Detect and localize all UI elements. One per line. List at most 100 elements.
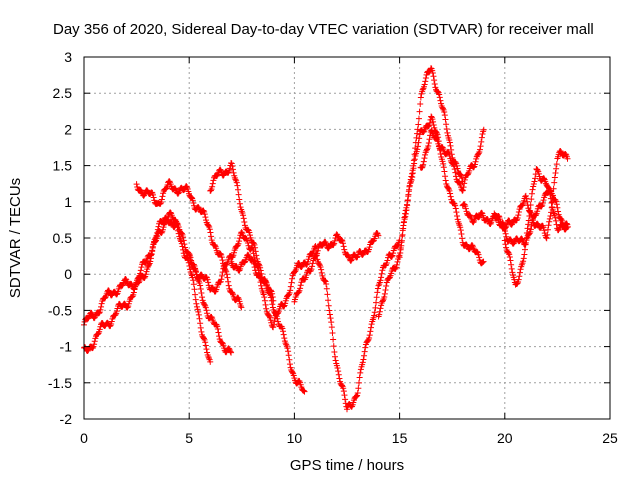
data-point	[203, 307, 210, 314]
data-point	[289, 275, 296, 282]
data-point	[420, 128, 427, 135]
data-point	[263, 305, 270, 312]
data-point	[376, 281, 383, 288]
data-point	[245, 226, 252, 233]
data-point	[286, 356, 293, 363]
data-point	[91, 341, 98, 348]
data-point	[112, 311, 119, 318]
data-point	[534, 167, 541, 174]
data-point	[271, 318, 278, 325]
data-point	[280, 328, 287, 335]
data-point	[415, 115, 422, 122]
data-point	[321, 277, 328, 284]
data-point	[406, 182, 413, 189]
data-point	[416, 131, 423, 138]
data-point	[508, 261, 515, 268]
data-point	[454, 212, 461, 219]
data-point	[374, 229, 381, 236]
data-point	[105, 287, 112, 294]
data-point	[371, 312, 378, 319]
data-point	[205, 282, 212, 289]
data-point	[340, 388, 347, 395]
data-point	[98, 303, 105, 310]
data-point	[163, 185, 170, 192]
data-point	[396, 254, 403, 261]
data-point	[446, 152, 453, 159]
data-point	[322, 239, 329, 246]
data-point	[411, 160, 418, 167]
data-point	[452, 205, 459, 212]
data-point	[440, 164, 447, 171]
data-point	[384, 257, 391, 264]
data-point	[360, 356, 367, 363]
data-point	[85, 346, 92, 353]
data-point	[236, 238, 243, 245]
data-point	[520, 255, 527, 262]
data-point	[285, 348, 292, 355]
data-point	[91, 314, 98, 321]
data-point	[382, 287, 389, 294]
data-point	[232, 176, 239, 183]
data-point	[178, 240, 185, 247]
data-point	[452, 169, 459, 176]
data-point	[453, 209, 460, 216]
data-point	[478, 134, 485, 141]
data-point	[552, 170, 559, 177]
data-point	[325, 297, 332, 304]
data-point	[381, 290, 388, 297]
data-point	[502, 224, 509, 231]
data-point	[196, 279, 203, 286]
data-point	[208, 314, 215, 321]
y-tick-label: 0.5	[53, 230, 73, 246]
data-point	[323, 280, 330, 287]
data-point	[241, 222, 248, 229]
data-point	[98, 300, 105, 307]
data-point	[357, 366, 364, 373]
data-point	[172, 185, 179, 192]
data-point	[429, 69, 436, 76]
data-point	[423, 147, 430, 154]
data-point	[502, 241, 509, 248]
data-point	[187, 254, 194, 261]
data-point	[205, 279, 212, 286]
data-point	[196, 315, 203, 322]
data-point	[420, 161, 427, 168]
data-point	[442, 116, 449, 123]
data-point	[299, 263, 306, 270]
data-point	[442, 173, 449, 180]
data-point	[428, 113, 435, 120]
data-point	[261, 276, 268, 283]
data-point	[383, 260, 390, 267]
data-point	[417, 94, 424, 101]
data-point	[297, 282, 304, 289]
data-point	[553, 161, 560, 168]
data-point	[543, 235, 550, 242]
data-point	[249, 244, 256, 251]
data-point	[158, 229, 165, 236]
data-point	[230, 169, 237, 176]
data-point	[303, 261, 310, 268]
data-point	[409, 170, 416, 177]
data-point	[324, 291, 331, 298]
data-point	[195, 311, 202, 318]
data-point	[295, 289, 302, 296]
data-point	[374, 289, 381, 296]
data-point	[237, 302, 244, 309]
data-point	[254, 263, 261, 270]
data-point	[520, 258, 527, 265]
data-point	[345, 252, 352, 259]
data-point	[360, 251, 367, 258]
data-point	[152, 238, 159, 245]
y-tick-label: -1	[60, 339, 73, 355]
data-point	[113, 308, 120, 315]
data-point	[511, 238, 518, 245]
data-point	[167, 209, 174, 216]
data-point	[449, 160, 456, 167]
data-point	[229, 163, 236, 170]
y-tick-label: -2	[60, 411, 73, 427]
data-point	[179, 243, 186, 250]
data-point	[401, 218, 408, 225]
data-point	[217, 166, 224, 173]
data-point	[461, 176, 468, 183]
data-point	[262, 301, 269, 308]
